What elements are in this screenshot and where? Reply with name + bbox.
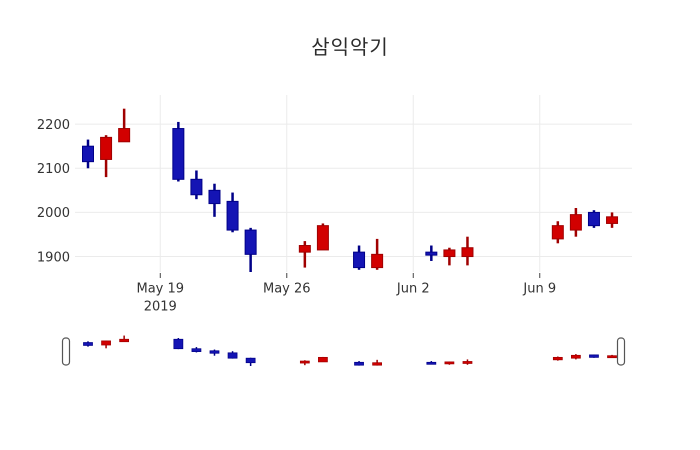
x-tick-label-jun-2: Jun 2	[396, 282, 430, 297]
rangeslider-candle-body	[589, 354, 599, 358]
candle-body	[118, 128, 131, 143]
candle-body	[461, 247, 474, 258]
y-tick-label-1900: 1900	[37, 250, 70, 265]
rangeslider-candle-2019-06-05	[462, 359, 473, 365]
candle-body	[316, 225, 329, 251]
rangeslider-candle-body	[372, 362, 382, 366]
candle-body	[244, 229, 257, 255]
rangeslider-candle-body	[173, 338, 184, 350]
candle-body	[298, 245, 311, 253]
rangeslider-left-handle[interactable]	[61, 337, 71, 366]
rangeslider-candle-body	[426, 361, 437, 365]
rangeslider-candle-2019-06-03	[426, 361, 437, 365]
x-axis-tick-labels: May 19 2019 May 26 Jun 2 Jun 9	[136, 273, 556, 315]
rangeslider-candle-body	[191, 348, 202, 352]
rangeslider-candle-body	[318, 356, 328, 363]
rangeslider-candle-body	[552, 356, 563, 361]
candle-body	[100, 136, 113, 160]
rangeslider-candle-2019-06-12	[589, 354, 599, 358]
candle-2019-06-05[interactable]	[461, 236, 474, 266]
rangeslider-candle-body	[462, 361, 473, 364]
candle-2019-05-15[interactable]	[82, 139, 94, 169]
candlestick-series	[82, 108, 619, 272]
candle-2019-05-28[interactable]	[316, 223, 329, 251]
rangeslider-candle-2019-05-24	[245, 357, 256, 366]
candle-body	[82, 145, 94, 163]
x-tick-label-may-19: May 19	[136, 282, 184, 297]
rangeslider-candle-body	[354, 361, 364, 366]
candle-2019-05-20[interactable]	[172, 121, 185, 182]
rangeslider-right-handle[interactable]	[616, 337, 626, 366]
rangeslider-candle-2019-05-21	[191, 347, 202, 353]
rangeslider-candle-2019-05-17	[119, 335, 130, 343]
candle-body	[190, 178, 203, 196]
rangeslider-candle-2019-06-04	[444, 361, 455, 365]
rangeslider-candle-2019-05-30	[354, 361, 364, 366]
rangeslider-candle-2019-06-13	[607, 354, 617, 359]
y-tick-label-2000: 2000	[37, 206, 70, 221]
rangeslider-candle-body	[83, 342, 93, 346]
gridlines	[75, 95, 632, 272]
rangeslider-candle-2019-05-28	[318, 356, 328, 363]
rangeslider-candle-body	[299, 360, 310, 364]
rangeslider-candle-body	[209, 350, 220, 354]
rangeslider-candle-2019-05-27	[299, 360, 310, 366]
rangeslider-candle-body	[444, 361, 455, 365]
candle-2019-05-23[interactable]	[226, 192, 239, 233]
x-tick-label-jun-9: Jun 9	[522, 282, 556, 297]
rangeslider-candle-body	[101, 340, 111, 346]
candle-2019-06-10[interactable]	[551, 221, 564, 244]
chart-title: 삼익악기	[311, 35, 389, 59]
candle-2019-05-24[interactable]	[244, 227, 257, 272]
candle-2019-06-04[interactable]	[443, 247, 456, 266]
candle-body	[371, 253, 384, 269]
y-axis-tick-labels: 1900 2000 2100 2200	[37, 118, 70, 265]
rangeslider-candle-2019-06-11	[571, 354, 581, 360]
rangeslider	[61, 332, 626, 372]
rangeslider-candle-body	[607, 355, 617, 359]
rangeslider-candle-2019-05-16	[101, 340, 111, 349]
rangeslider-candle-2019-05-20	[173, 338, 184, 350]
candle-body	[226, 200, 239, 231]
y-tick-label-2100: 2100	[37, 162, 70, 177]
candle-body	[425, 251, 438, 256]
candle-body	[172, 128, 185, 180]
candle-body	[443, 249, 456, 258]
candle-2019-05-27[interactable]	[298, 241, 311, 268]
candle-2019-06-12[interactable]	[587, 210, 600, 228]
rangeslider-candle-2019-05-15	[83, 341, 93, 347]
candle-body	[606, 216, 619, 224]
rangeslider-candle-2019-06-10	[552, 356, 563, 361]
candle-2019-05-31[interactable]	[371, 238, 384, 270]
x-tick-label-may-26: May 26	[263, 282, 311, 297]
candle-2019-06-11[interactable]	[569, 207, 582, 237]
candle-body	[353, 251, 366, 269]
rangeslider-candle-body	[571, 354, 581, 359]
candle-2019-05-22[interactable]	[208, 183, 221, 217]
candle-2019-05-17[interactable]	[118, 108, 131, 143]
x-tick-sublabel-may-19: 2019	[144, 300, 177, 315]
candle-body	[569, 214, 582, 231]
candle-body	[208, 189, 221, 205]
rangeslider-candle-2019-05-23	[227, 351, 238, 359]
rangeslider-track[interactable]	[66, 332, 621, 372]
rangeslider-candle-body	[245, 357, 256, 364]
candle-2019-05-21[interactable]	[190, 170, 203, 200]
rangeslider-candle-2019-05-31	[372, 359, 382, 366]
candle-2019-06-13[interactable]	[606, 212, 619, 228]
candle-2019-05-16[interactable]	[100, 135, 113, 178]
rangeslider-candle-body	[227, 352, 238, 359]
rangeslider-candle-2019-05-22	[209, 349, 220, 356]
candle-body	[551, 225, 564, 240]
candle-2019-06-03[interactable]	[425, 245, 438, 261]
rangeslider-candle-body	[119, 338, 130, 343]
y-tick-label-2200: 2200	[37, 118, 70, 133]
candle-body	[587, 211, 600, 227]
candle-2019-05-30[interactable]	[353, 245, 366, 270]
